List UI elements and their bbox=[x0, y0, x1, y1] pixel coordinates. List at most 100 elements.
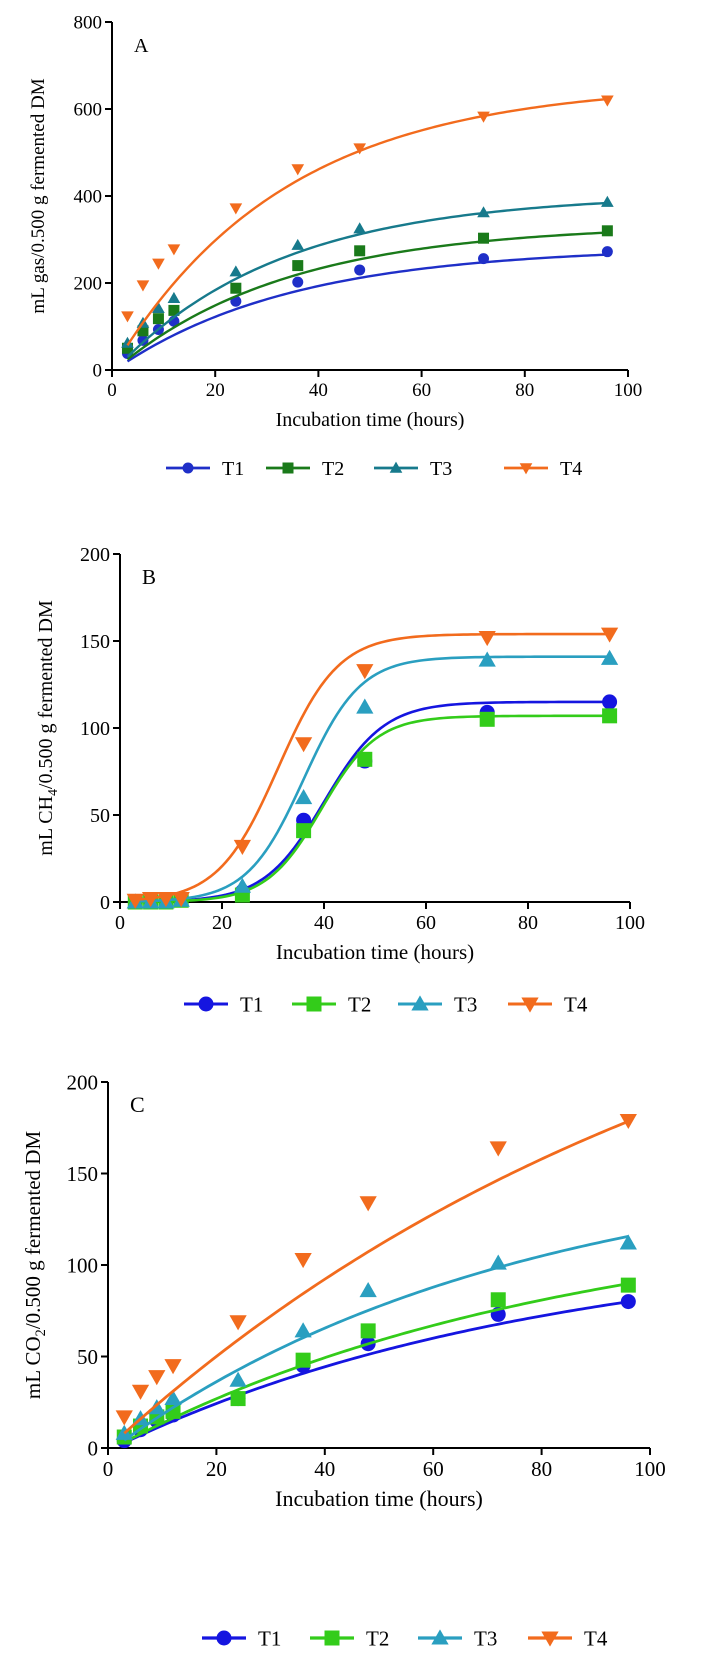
panel-b-x-tick-label: 80 bbox=[518, 912, 538, 934]
panel-a-point-t3 bbox=[229, 265, 243, 277]
panel-a-point-t3 bbox=[167, 291, 181, 303]
panel-a-legend-marker bbox=[519, 463, 533, 475]
panel-a-x-tick-label: 60 bbox=[412, 380, 431, 401]
panel-c-legend-label: T1 bbox=[258, 1627, 281, 1651]
panel-b-legend-label: T2 bbox=[348, 993, 371, 1017]
panel-b-x-tick-label: 20 bbox=[212, 912, 232, 934]
panel-b-point-t3 bbox=[600, 649, 619, 665]
panel-a-y-axis-label-main: mL gas/0.500 g fermented DM bbox=[28, 78, 49, 313]
panel-a-x-tick-label: 20 bbox=[206, 380, 225, 401]
panel-c-y-axis-label-rest: /0.500 g fermented DM bbox=[21, 1131, 45, 1330]
panel-c-point-t4 bbox=[359, 1196, 377, 1212]
panel-b-y-tick-label: 100 bbox=[80, 718, 110, 740]
panel-c-x-tick-label: 20 bbox=[206, 1457, 227, 1481]
panel-a-point-t2 bbox=[478, 232, 490, 244]
panel-c-point-t3 bbox=[359, 1281, 377, 1298]
panel-a-point-t4 bbox=[291, 164, 305, 176]
panel-c-panel-label: C bbox=[130, 1092, 145, 1117]
panel-a-point-t1 bbox=[601, 246, 613, 258]
panel-b-y-axis-label-main: mL CH bbox=[35, 796, 57, 856]
panel-c-point-t4 bbox=[148, 1370, 166, 1386]
panel-c-point-t3 bbox=[489, 1254, 507, 1270]
panel-a-series-t2 bbox=[121, 225, 613, 361]
panel-c-point-t2 bbox=[360, 1323, 376, 1339]
panel-a-point-t4 bbox=[477, 111, 490, 123]
panel-a-x-tick-label: 100 bbox=[614, 380, 643, 401]
panel-b-y-tick-label: 0 bbox=[100, 892, 110, 914]
panel-c-series-t4 bbox=[115, 1113, 637, 1435]
panel-c-y-axis-label-subscript: 2 bbox=[33, 1329, 49, 1336]
panel-c-point-t2 bbox=[490, 1292, 506, 1308]
panel-a-point-t2 bbox=[137, 325, 149, 337]
panel-a-point-t2 bbox=[230, 282, 242, 294]
panel-b-x-tick-label: 40 bbox=[314, 912, 334, 934]
panel-c-y-tick-label: 100 bbox=[67, 1253, 99, 1277]
panel-b-point-t4 bbox=[126, 893, 144, 909]
panel-a-point-t1 bbox=[137, 334, 149, 346]
panel-a-legend-label: T3 bbox=[430, 458, 452, 480]
panel-c-series-t1 bbox=[116, 1294, 636, 1449]
panel-c-point-t2 bbox=[230, 1391, 246, 1407]
panel-a-point-t3 bbox=[601, 195, 614, 207]
panel-a-y-tick-label: 600 bbox=[74, 100, 103, 121]
panel-c-legend-t3: T3 bbox=[418, 1627, 497, 1651]
panel-b-point-t3 bbox=[356, 698, 374, 714]
panel-b-fit-curve-t4 bbox=[135, 632, 610, 902]
panel-a-point-t2 bbox=[354, 245, 366, 257]
panel-c-x-tick-label: 80 bbox=[531, 1457, 552, 1481]
panel-a-legend-t3: T3 bbox=[374, 458, 452, 480]
panel-c-legend-t2: T2 bbox=[310, 1627, 389, 1651]
panel-c-point-t4 bbox=[115, 1410, 133, 1426]
panel-a-point-t4 bbox=[152, 258, 165, 270]
panel-a-point-t4 bbox=[229, 203, 243, 215]
panel-a-legend-t1: T1 bbox=[166, 458, 244, 480]
panel-b-legend-marker bbox=[411, 995, 429, 1011]
panel-a-point-t4 bbox=[353, 143, 367, 155]
panel-c-point-t2 bbox=[620, 1277, 636, 1293]
panel-a-fit-curve-t2 bbox=[126, 231, 608, 361]
panel-a-point-t3 bbox=[121, 336, 134, 348]
panel-b-series-t1 bbox=[127, 694, 618, 910]
panel-a-x-tick-label: 40 bbox=[309, 380, 328, 401]
panel-a-x-tick-label: 0 bbox=[107, 380, 117, 401]
panel-a-legend-label: T4 bbox=[560, 458, 582, 480]
panel-c-legend-marker bbox=[216, 1630, 232, 1646]
panel-b-point-t4 bbox=[356, 664, 374, 680]
panel-b-point-t4 bbox=[478, 631, 496, 647]
panel-a-fit-curve-t4 bbox=[126, 97, 608, 346]
panel-a-fit-curve-t1 bbox=[126, 253, 608, 363]
panel-a-point-t1 bbox=[478, 253, 490, 265]
panel-b-legend-t1: T1 bbox=[184, 993, 263, 1017]
panel-a-series-t4 bbox=[121, 95, 614, 346]
panel-c-point-t1 bbox=[620, 1294, 636, 1310]
panel-b-point-t2 bbox=[479, 711, 495, 727]
panel-b-legend-marker bbox=[198, 996, 214, 1012]
panel-a-point-t4 bbox=[121, 311, 134, 323]
panel-b-x-tick-label: 100 bbox=[615, 912, 645, 934]
panel-b-legend-t2: T2 bbox=[292, 993, 371, 1017]
panel-b: 0 50 100 150 200 0 20 40 60 80 100 Incubation time … bbox=[35, 544, 645, 1017]
panel-b-x-axis-label: Incubation time (hours) bbox=[276, 940, 474, 964]
panel-b-legend-label: T3 bbox=[454, 993, 477, 1017]
panel-c-legend-label: T4 bbox=[584, 1627, 608, 1651]
panel-c-point-t3 bbox=[619, 1234, 637, 1250]
panel-c-point-t4 bbox=[489, 1141, 507, 1157]
panel-c-series-t2 bbox=[116, 1277, 636, 1445]
panel-a-panel-label: A bbox=[134, 35, 149, 57]
panel-c-x-tick-label: 60 bbox=[423, 1457, 444, 1481]
panel-b-point-t4 bbox=[172, 892, 190, 908]
panel-a-legend-t4: T4 bbox=[504, 458, 582, 480]
panel-a: 0 200 400 600 800 0 20 40 60 80 100 Incubation time… bbox=[28, 13, 642, 481]
panel-c-legend-label: T3 bbox=[474, 1627, 497, 1651]
panel-c-fit-curve-t3 bbox=[123, 1235, 629, 1442]
panel-c-fit-curve-t1 bbox=[123, 1300, 629, 1445]
panel-b-point-t3 bbox=[294, 788, 313, 805]
panel-a-point-t2 bbox=[121, 342, 133, 354]
panel-b-point-t3 bbox=[233, 877, 252, 893]
panel-b-point-t2 bbox=[357, 751, 373, 767]
panel-c-x-axis-label: Incubation time (hours) bbox=[275, 1486, 483, 1511]
panel-c-x-tick-label: 0 bbox=[103, 1457, 114, 1481]
panel-c-point-t3 bbox=[294, 1322, 312, 1338]
panel-b-y-tick-label: 200 bbox=[80, 544, 110, 566]
panel-a-legend-marker bbox=[389, 461, 403, 473]
